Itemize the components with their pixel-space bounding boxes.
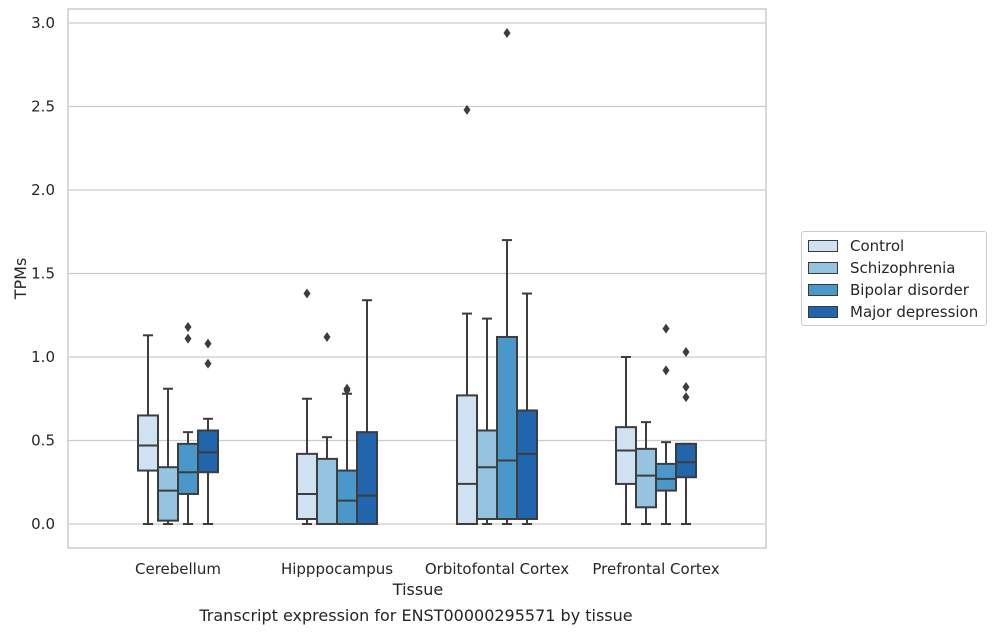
outlier-point-major-depression (682, 392, 690, 403)
box-schizophrenia (635, 447, 657, 509)
y-tick-label: 0.5 (31, 432, 55, 450)
outlier-point-bipolar-disorder (343, 383, 351, 394)
box-bipolar-disorder (177, 442, 199, 495)
y-tick-label: 1.5 (31, 265, 55, 283)
box-bipolar-disorder (336, 469, 358, 525)
box-schizophrenia (316, 457, 338, 525)
outlier-point-bipolar-disorder (662, 365, 670, 376)
plot-frame (67, 8, 767, 549)
legend-swatch-schizophrenia (808, 262, 838, 274)
legend-swatch-bipolar-disorder (808, 284, 838, 296)
box-control (296, 452, 318, 520)
legend-label-bipolar-disorder: Bipolar disorder (850, 281, 969, 299)
outlier-point-major-depression (204, 358, 212, 369)
legend-item-bipolar-disorder: Bipolar disorder (808, 281, 969, 299)
legend-item-control: Control (808, 237, 904, 255)
outlier-point-bipolar-disorder (662, 323, 670, 334)
outlier-point-bipolar-disorder (184, 333, 192, 344)
legend-item-schizophrenia: Schizophrenia (808, 259, 955, 277)
x-tick-label: Prefrontal Cortex (592, 560, 719, 578)
box-major-depression (675, 442, 697, 479)
y-tick-label: 0.0 (31, 515, 55, 533)
outlier-point-major-depression (204, 338, 212, 349)
box-bipolar-disorder (496, 335, 518, 520)
box-control (137, 414, 159, 472)
legend-label-control: Control (850, 237, 905, 255)
legend: Control Schizophrenia Bipolar disorder M… (801, 231, 987, 326)
legend-swatch-major-depression (808, 306, 838, 318)
outlier-point-bipolar-disorder (184, 321, 192, 332)
outlier-point-control (463, 104, 471, 115)
y-tick-label: 2.5 (31, 98, 55, 116)
box-major-depression (356, 431, 378, 525)
legend-swatch-control (808, 240, 838, 252)
legend-item-major-depression: Major depression (808, 303, 978, 321)
figure-caption: Transcript expression for ENST0000029557… (199, 606, 633, 625)
box-control (615, 426, 637, 485)
box-schizophrenia (157, 466, 179, 522)
y-axis-label: TPMs (11, 258, 30, 301)
outlier-point-bipolar-disorder (503, 28, 511, 39)
box-major-depression (516, 409, 538, 520)
box-schizophrenia (476, 429, 498, 520)
y-tick-label: 3.0 (31, 14, 55, 32)
outlier-point-major-depression (682, 346, 690, 357)
outlier-point-control (303, 288, 311, 299)
box-control (456, 394, 478, 525)
legend-label-major-depression: Major depression (850, 303, 979, 321)
x-tick-label: Hipppocampus (281, 560, 393, 578)
x-tick-label: Orbitofontal Cortex (425, 560, 569, 578)
outlier-point-major-depression (682, 382, 690, 393)
y-tick-label: 1.0 (31, 348, 55, 366)
box-bipolar-disorder (655, 462, 677, 492)
legend-label-schizophrenia: Schizophrenia (850, 259, 956, 277)
y-tick-label: 2.0 (31, 181, 55, 199)
x-tick-label: Cerebellum (135, 560, 221, 578)
outlier-point-schizophrenia (323, 331, 331, 342)
x-axis-label: Tissue (392, 580, 443, 599)
